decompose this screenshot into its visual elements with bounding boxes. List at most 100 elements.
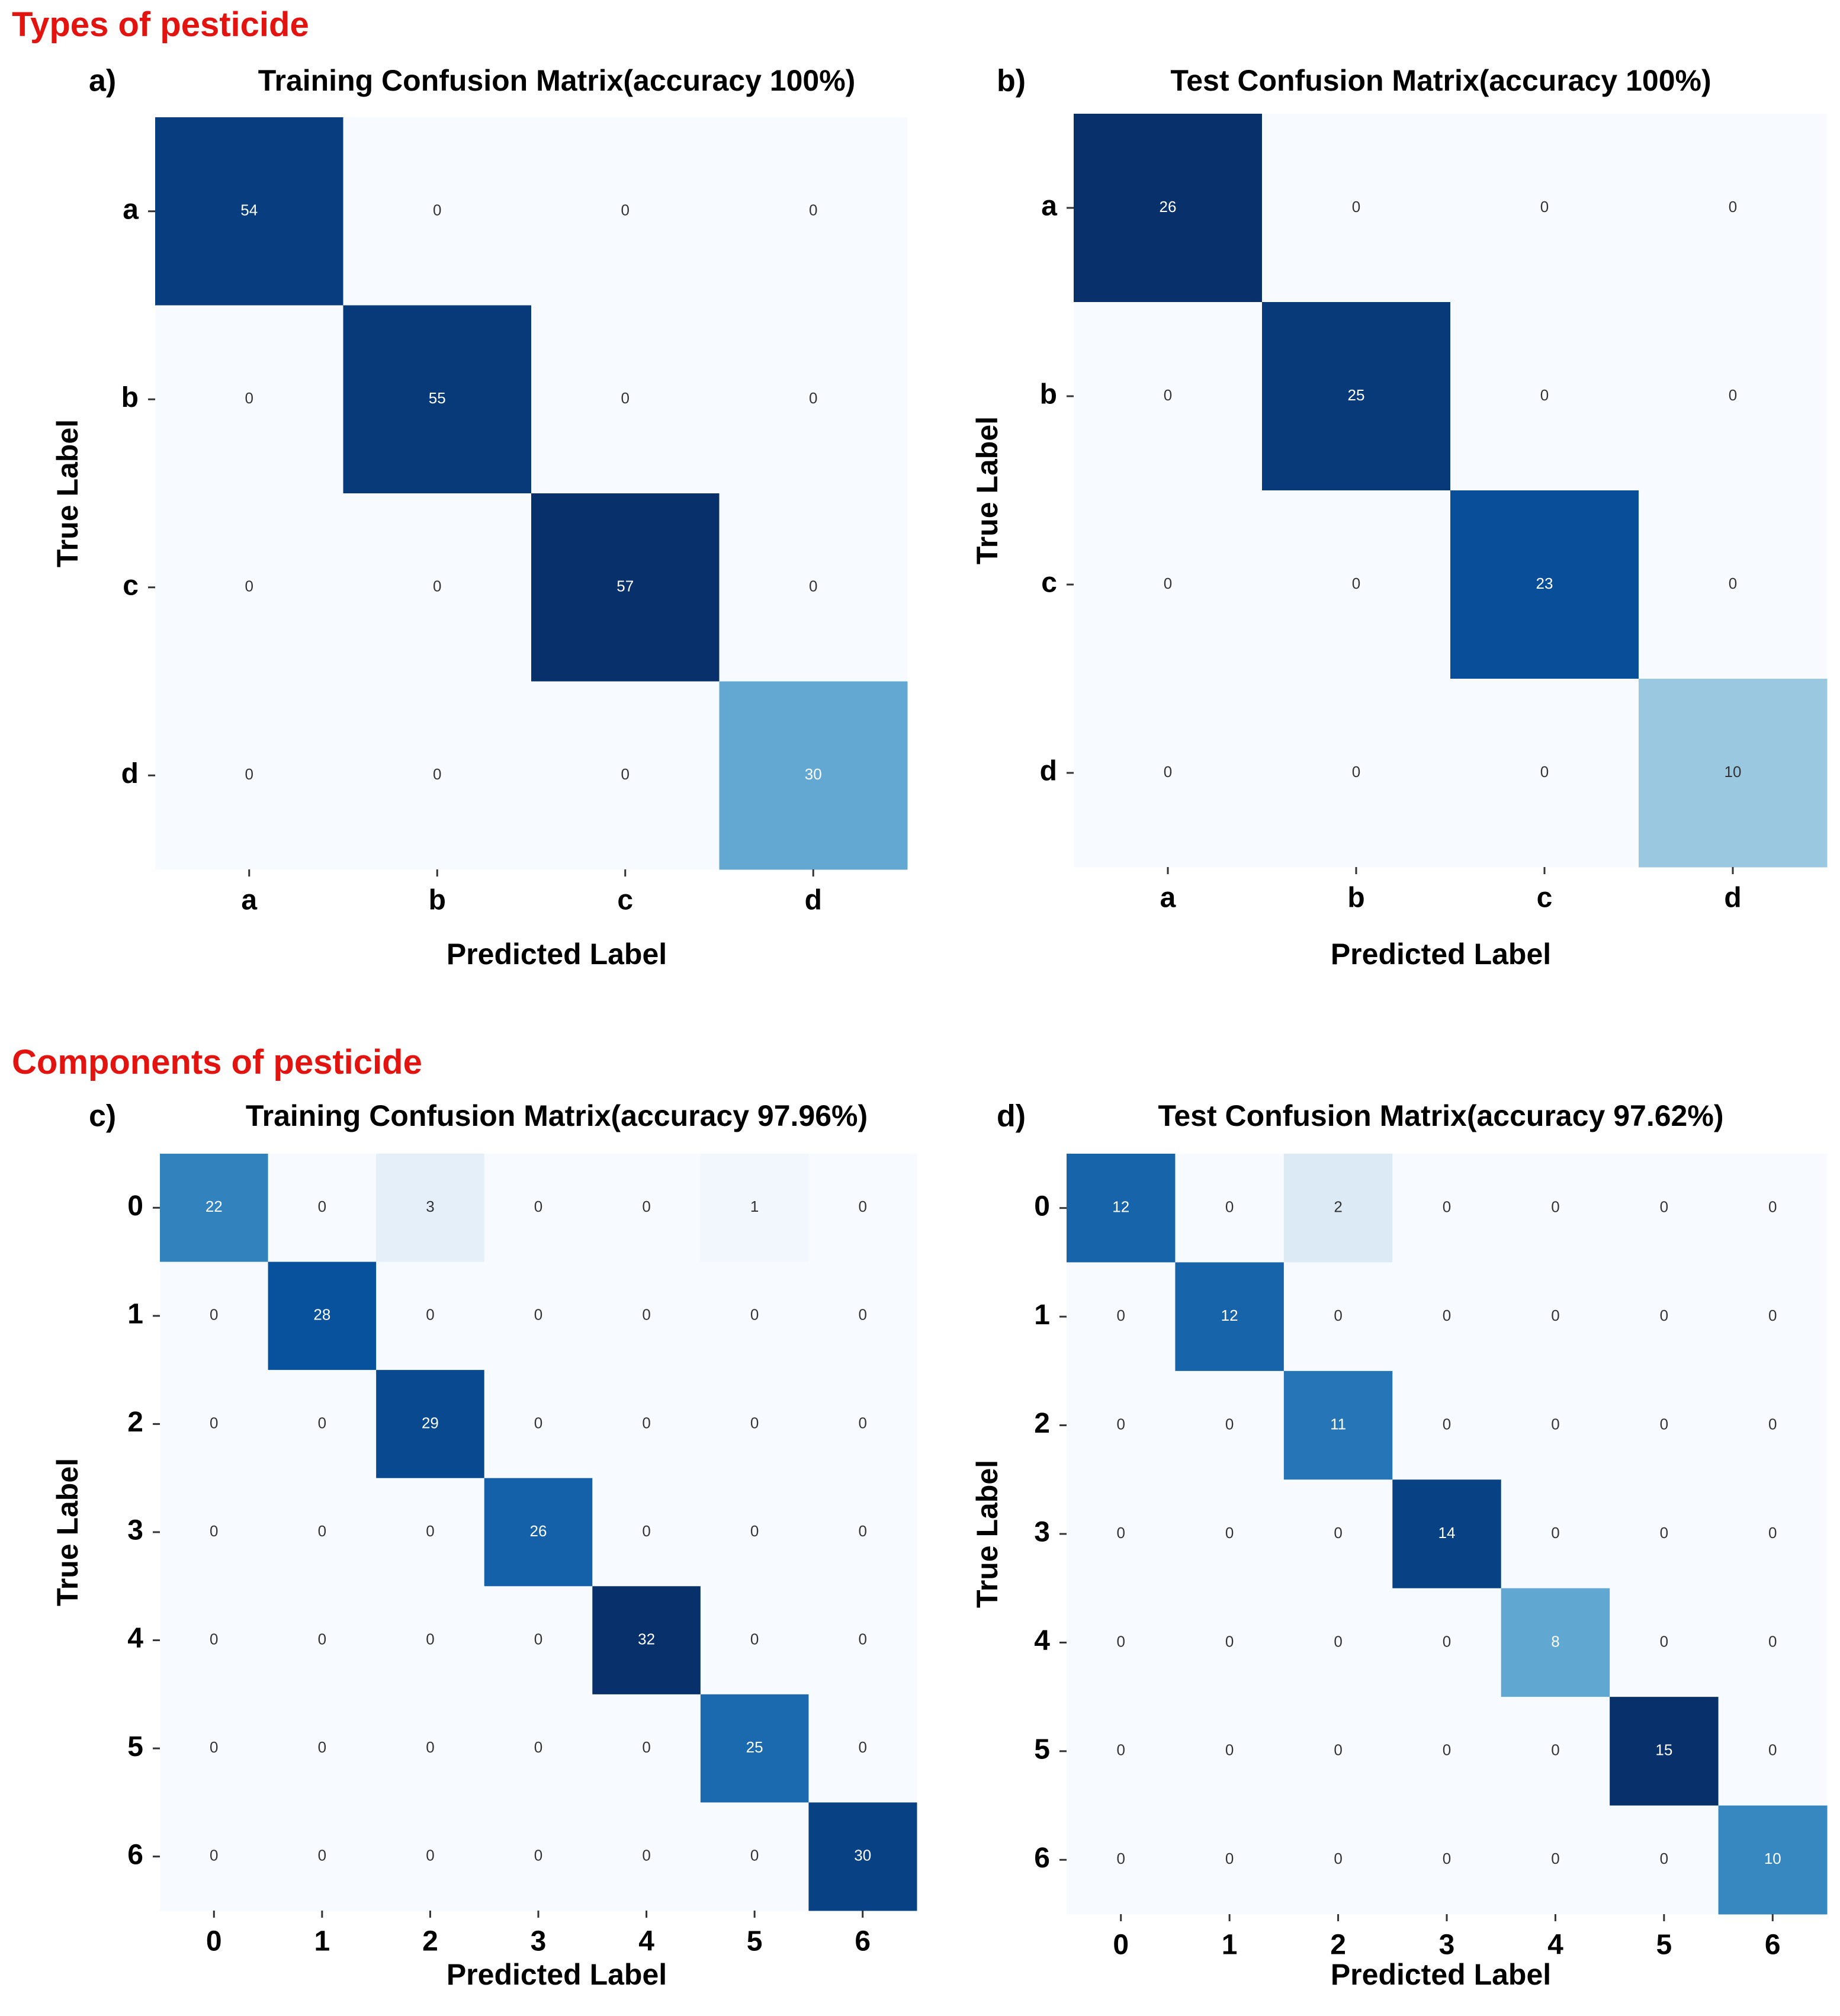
heatmap-cell — [1718, 1588, 1828, 1697]
cell-value: 0 — [534, 1847, 542, 1864]
heatmap-cell — [1392, 1588, 1502, 1697]
cell-value: 0 — [318, 1630, 326, 1648]
cell-value: 0 — [1660, 1306, 1668, 1324]
y-tick-label: 3 — [127, 1515, 143, 1546]
heatmap-cell — [343, 681, 532, 870]
heatmap-cell — [1501, 1588, 1610, 1697]
confusion-matrix-c: c) Training Confusion Matrix(accuracy 97.… — [51, 1099, 917, 1991]
cell-value: 0 — [642, 1738, 650, 1756]
heatmap-cell — [1067, 1370, 1176, 1480]
section-title-components: Components of pesticide — [12, 1043, 422, 1081]
cell-value: 0 — [1551, 1306, 1559, 1324]
cell-value: 0 — [1551, 1415, 1559, 1433]
cell-value: 0 — [809, 201, 817, 219]
cell-value: 0 — [1443, 1415, 1451, 1433]
x-axis-label: Predicted Label — [1331, 938, 1551, 971]
cell-value: 0 — [642, 1306, 650, 1324]
heatmap-cell — [1718, 1262, 1828, 1372]
y-tick-label: c — [1041, 567, 1057, 599]
heatmap-cell — [1450, 114, 1639, 303]
heatmap-cell — [1718, 1697, 1828, 1806]
x-tick-label: 4 — [638, 1926, 654, 1957]
cell-value: 0 — [1334, 1524, 1342, 1542]
heatmap-cell — [1074, 490, 1263, 679]
cell-value: 0 — [1225, 1198, 1234, 1216]
y-tick-label: 0 — [1034, 1190, 1050, 1222]
cell-value: 2 — [1334, 1198, 1342, 1216]
cell-value: 0 — [1352, 198, 1360, 216]
heatmap-cell — [160, 1261, 269, 1370]
x-tick-label: c — [617, 885, 633, 916]
panel-label: c) — [89, 1099, 116, 1134]
y-tick-label: a — [123, 194, 139, 225]
heatmap-cell — [343, 117, 532, 306]
cell-value: 14 — [1438, 1524, 1456, 1542]
cell-value: 0 — [1768, 1632, 1777, 1650]
panel-label: b) — [997, 64, 1026, 98]
cell-value: 0 — [1116, 1524, 1125, 1542]
cell-value: 1 — [750, 1198, 759, 1215]
cell-value: 0 — [1116, 1632, 1125, 1650]
cell-value: 0 — [1225, 1741, 1234, 1759]
heatmap-cell — [1718, 1154, 1828, 1263]
heatmap-cell — [1501, 1805, 1610, 1915]
y-tick-label: 4 — [1034, 1625, 1050, 1657]
heatmap-cell — [160, 1154, 269, 1263]
cell-value: 10 — [1764, 1850, 1781, 1867]
heatmap-cell — [1450, 679, 1639, 868]
heatmap-cell — [1610, 1370, 1719, 1480]
heatmap-cell — [1501, 1697, 1610, 1806]
heatmap-cell — [700, 1802, 809, 1911]
y-tick-label: 3 — [1034, 1517, 1050, 1548]
heatmap-cell — [160, 1802, 269, 1911]
cell-value: 0 — [318, 1198, 326, 1215]
cell-value: 0 — [426, 1630, 434, 1648]
y-tick-label: 6 — [127, 1839, 143, 1870]
cell-value: 0 — [210, 1306, 218, 1324]
cell-value: 0 — [1551, 1198, 1559, 1216]
x-tick-label: 6 — [1765, 1930, 1781, 1961]
x-tick-label: 2 — [1330, 1930, 1346, 1961]
cell-value: 0 — [858, 1630, 866, 1648]
x-tick-label: 0 — [1113, 1930, 1129, 1961]
cell-value: 0 — [245, 765, 253, 783]
heatmap-cell — [1175, 1588, 1285, 1697]
x-tick-label: b — [1347, 882, 1364, 914]
y-axis-label: True Label — [51, 419, 84, 567]
heatmap-cell — [484, 1154, 593, 1263]
x-axis-label: Predicted Label — [447, 1958, 667, 1991]
heatmap-cell — [343, 493, 532, 682]
heatmap-cell — [376, 1261, 485, 1370]
heatmap-cell — [592, 1478, 701, 1587]
cell-value: 0 — [433, 577, 441, 595]
heatmap-cell — [1283, 1479, 1393, 1589]
heatmap-cell — [700, 1586, 809, 1695]
heatmap-cell — [484, 1802, 593, 1911]
x-tick-label: a — [1160, 882, 1176, 914]
heatmap-cell — [160, 1586, 269, 1695]
heatmap-cell — [1262, 490, 1451, 679]
x-axis-label: Predicted Label — [447, 938, 667, 971]
x-tick-label: 0 — [206, 1926, 222, 1957]
x-tick-label: b — [429, 885, 446, 916]
cell-value: 0 — [1116, 1850, 1125, 1867]
heatmap-cell — [1283, 1262, 1393, 1372]
heatmap-grid: 22 0 3 0 0 1 00 28 0 0 0 0 00 0 29 0 0 0 00 0 0 26 0 0 00 0 0 0 32 0 0… — [160, 1154, 917, 1911]
cell-value: 0 — [245, 577, 253, 595]
y-tick-label: b — [1040, 379, 1057, 410]
heatmap-cell — [1501, 1479, 1610, 1589]
heatmap-grid: 26 0 0 0 0 25 0 0 0 0 23 0 0 0 0 10 — [1074, 114, 1828, 868]
heatmap-cell — [808, 1802, 917, 1911]
y-tick-label: c — [123, 570, 139, 601]
heatmap-cell — [484, 1261, 593, 1370]
cell-value: 0 — [534, 1738, 542, 1756]
cell-value: 0 — [1164, 386, 1172, 404]
y-tick-label: d — [121, 758, 139, 789]
heatmap-cell — [1175, 1805, 1285, 1915]
chart-title: Test Confusion Matrix(accuracy 97.62%) — [1158, 1099, 1724, 1132]
heatmap-cell — [1074, 679, 1263, 868]
cell-value: 0 — [318, 1414, 326, 1431]
x-tick-label: 4 — [1547, 1930, 1563, 1961]
heatmap-grid: 12 0 2 0 0 0 0 0 12 0 0 0 0 0 0 0 11 0 0 0 0 0 0 0 14 0 0 0 0 0 0 0 8 0 0 0… — [1067, 1154, 1828, 1915]
x-axis-label: Predicted Label — [1331, 1958, 1551, 1991]
